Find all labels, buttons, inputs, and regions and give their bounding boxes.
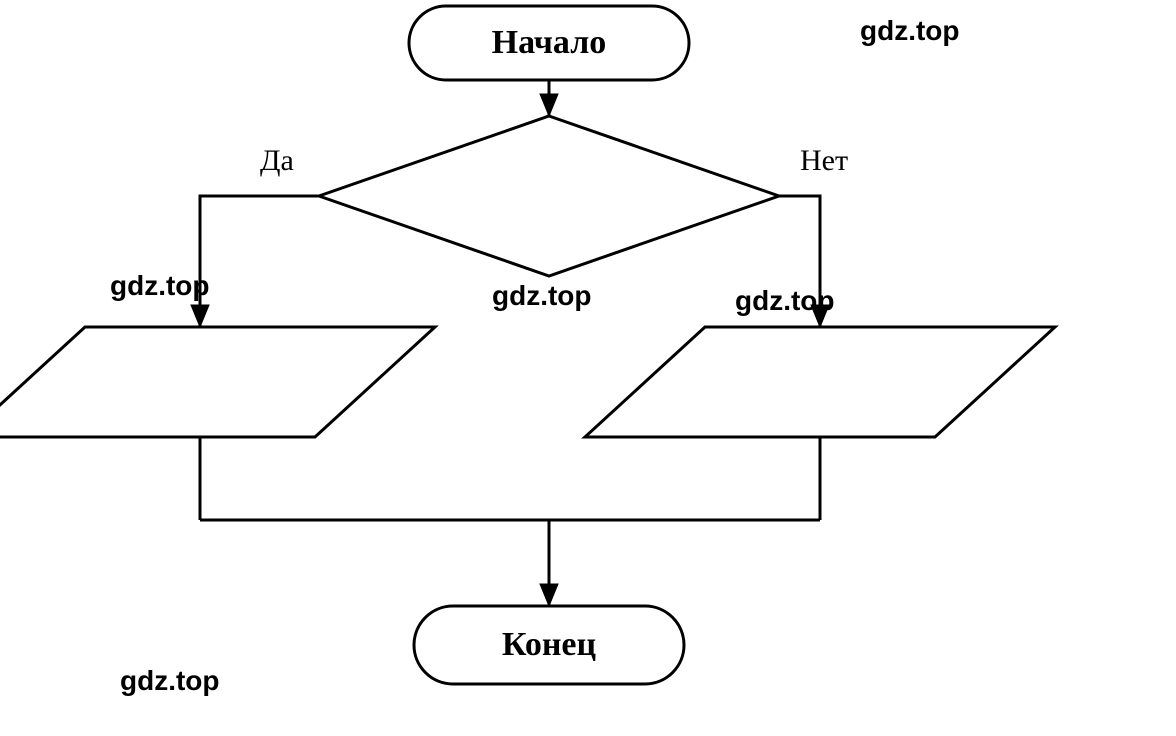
watermark-0: gdz.top [860, 15, 960, 46]
node-label-end: Конец [502, 626, 597, 663]
node-label-start: Начало [492, 24, 607, 61]
watermark-2: gdz.top [492, 280, 592, 311]
watermark-3: gdz.top [735, 285, 835, 316]
edge-label-decision-no: Нет [800, 144, 848, 177]
edge-label-decision-yes: Да [260, 144, 294, 177]
watermark-4: gdz.top [120, 665, 220, 696]
flowchart-canvas: Да Нет Начало Конец gdz.top gdz.top gdz.top gdz… [0, 0, 1176, 736]
watermark-1: gdz.top [110, 270, 210, 301]
